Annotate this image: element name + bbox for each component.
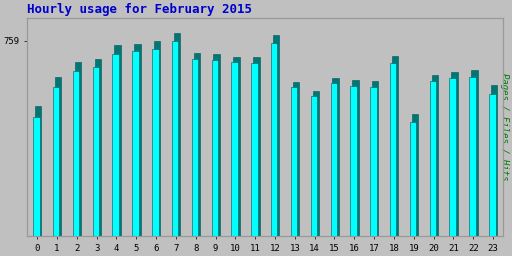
Bar <box>33 117 39 236</box>
Bar <box>271 42 278 236</box>
Bar <box>412 114 418 236</box>
Bar <box>174 33 180 236</box>
Bar <box>470 77 476 236</box>
Bar <box>95 59 101 236</box>
Bar <box>370 87 376 236</box>
Bar <box>450 78 456 236</box>
Bar <box>410 122 416 236</box>
Bar <box>114 45 121 236</box>
Bar <box>390 63 396 236</box>
Bar <box>273 35 280 236</box>
Bar <box>233 57 240 236</box>
Bar <box>194 53 200 236</box>
Bar <box>491 85 497 236</box>
Bar <box>350 86 357 236</box>
Bar <box>113 54 119 236</box>
Bar <box>293 82 299 236</box>
Bar <box>214 54 220 236</box>
Bar <box>253 57 260 236</box>
Bar <box>352 80 358 236</box>
Bar <box>172 41 178 236</box>
Bar <box>75 62 81 236</box>
Bar <box>192 59 198 236</box>
Bar <box>132 51 139 236</box>
Bar <box>211 60 218 236</box>
Bar <box>471 70 478 236</box>
Bar <box>291 87 297 236</box>
Text: Hourly usage for February 2015: Hourly usage for February 2015 <box>27 4 252 16</box>
Bar <box>35 106 41 236</box>
Bar <box>432 75 438 236</box>
Bar <box>332 78 339 236</box>
Bar <box>392 56 398 236</box>
Bar <box>154 41 160 236</box>
Bar <box>152 49 159 236</box>
Bar <box>73 71 79 236</box>
Bar <box>430 81 436 236</box>
Y-axis label: Pages / Files / Hits: Pages / Files / Hits <box>500 73 508 180</box>
Bar <box>231 62 238 236</box>
Bar <box>489 94 496 236</box>
Bar <box>251 63 258 236</box>
Bar <box>452 72 458 236</box>
Bar <box>55 77 61 236</box>
Bar <box>331 83 337 236</box>
Bar <box>134 44 141 236</box>
Bar <box>313 91 319 236</box>
Bar <box>53 87 59 236</box>
Bar <box>372 81 378 236</box>
Bar <box>93 67 99 236</box>
Bar <box>311 96 317 236</box>
